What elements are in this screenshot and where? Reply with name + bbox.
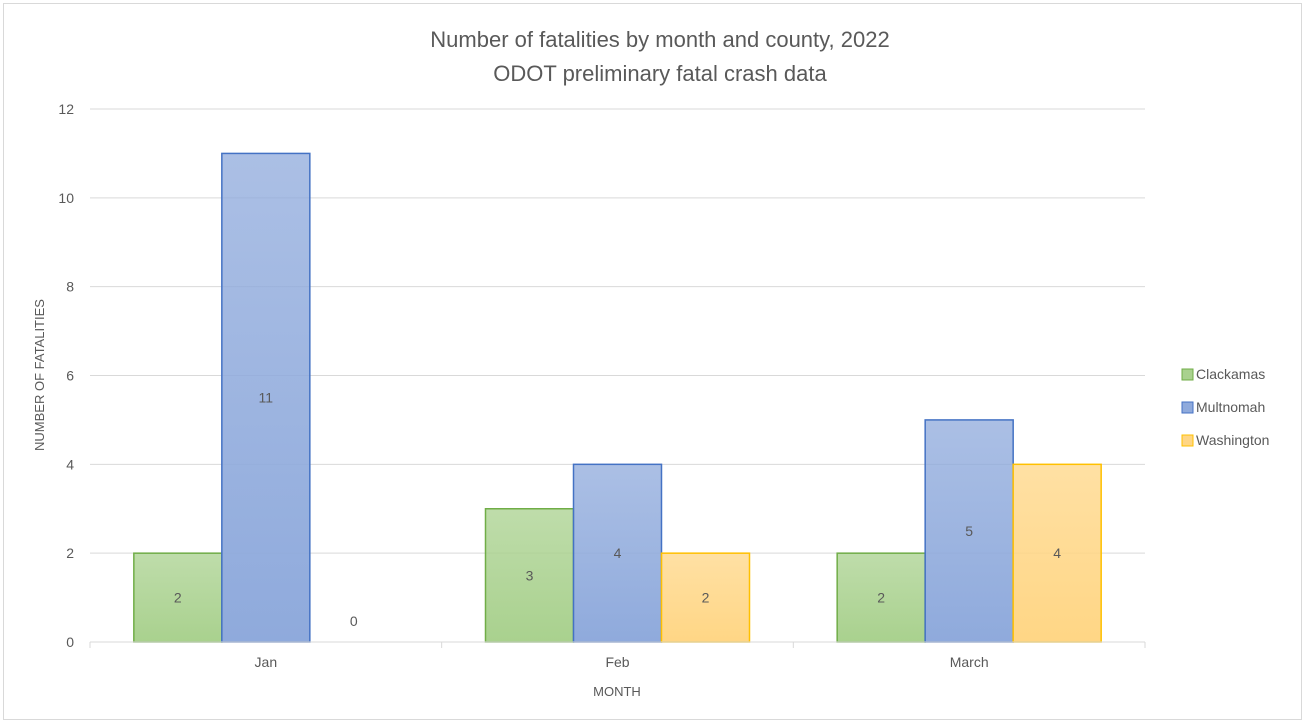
legend-swatch-multnomah xyxy=(1181,401,1194,414)
y-tick-label: 2 xyxy=(66,545,74,561)
data-labels: 2 11 0 3 4 2 2 5 4 xyxy=(174,390,1061,629)
y-tick-label: 4 xyxy=(66,456,74,472)
bar-washington-feb xyxy=(660,552,751,643)
data-label: 2 xyxy=(877,590,885,606)
data-label: 0 xyxy=(350,613,358,629)
bar-clackamas-march xyxy=(836,552,926,643)
legend-label-clackamas: Clackamas xyxy=(1196,366,1265,382)
data-label: 2 xyxy=(174,590,182,606)
y-tick-label: 6 xyxy=(66,368,74,384)
y-tick-label: 8 xyxy=(66,279,74,295)
y-axis-ticks: 0 2 4 6 8 10 12 xyxy=(58,101,74,650)
bar-multnomah-jan xyxy=(221,152,311,643)
x-tick-label: Jan xyxy=(255,654,278,670)
legend-label-multnomah: Multnomah xyxy=(1196,399,1265,415)
y-tick-label: 0 xyxy=(66,634,74,650)
x-tick-label: Feb xyxy=(605,654,629,670)
data-label: 5 xyxy=(965,523,973,539)
data-label: 4 xyxy=(1053,545,1061,561)
bar-multnomah-march xyxy=(924,419,1014,643)
data-label: 2 xyxy=(702,590,710,606)
bars xyxy=(133,152,1102,643)
x-axis-title: MONTH xyxy=(593,684,641,699)
chart-title: Number of fatalities by month and county… xyxy=(430,27,889,52)
y-tick-label: 10 xyxy=(58,190,74,206)
bar-multnomah-feb xyxy=(572,463,663,643)
legend-label-washington: Washington xyxy=(1196,432,1269,448)
bar-clackamas-feb xyxy=(484,508,575,643)
legend-swatch-washington xyxy=(1181,434,1194,447)
data-label: 4 xyxy=(614,545,622,561)
legend: Clackamas Multnomah Washington xyxy=(1181,366,1269,448)
data-label: 11 xyxy=(259,390,274,406)
x-tick-label: March xyxy=(950,654,989,670)
x-axis: Jan Feb March xyxy=(89,641,1146,670)
chart-subtitle: ODOT preliminary fatal crash data xyxy=(493,61,827,86)
y-axis-title: NUMBER OF FATALITIES xyxy=(32,299,47,451)
legend-swatch-clackamas xyxy=(1181,368,1194,381)
y-tick-label: 12 xyxy=(58,101,74,117)
data-label: 3 xyxy=(526,567,534,583)
